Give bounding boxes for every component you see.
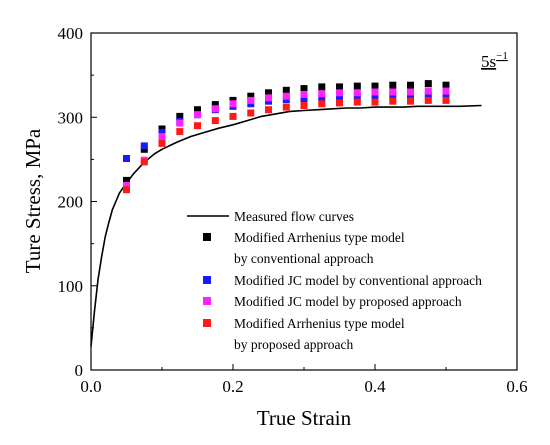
series-1-point: [424, 91, 432, 99]
series-3-point: [247, 109, 255, 117]
series-0-point: [282, 86, 290, 94]
y-tick-label: 400: [58, 24, 84, 43]
points-layer: [123, 80, 450, 194]
series-3-point: [318, 100, 326, 108]
y-tick-label: 300: [58, 108, 84, 127]
series-1-point: [442, 91, 450, 99]
x-axis-title: True Strain: [257, 406, 352, 430]
series-3-point: [265, 106, 272, 114]
measured-flow-curve: [90, 104, 482, 347]
legend-label-jc-proposed: Modified JC model by proposed approach: [234, 294, 462, 309]
series-2-point: [158, 133, 166, 141]
series-1-point: [123, 155, 130, 162]
legend: Measured flow curves Modified Arrhenius …: [187, 209, 482, 352]
series-2-point: [247, 96, 255, 104]
series-0-point: [211, 101, 219, 109]
series-0-point: [424, 80, 432, 88]
series-0-point: [389, 81, 397, 89]
series-1-point: [336, 93, 343, 101]
series-2-point: [318, 90, 326, 98]
series-0-point: [247, 92, 255, 100]
x-tick-label: 0.0: [80, 377, 101, 396]
series-2-point: [123, 182, 130, 189]
ticks-layer: 0.0 0.2 0.4 0.6 0 100 200 300 400: [58, 24, 528, 396]
y-tick-label: 200: [58, 193, 84, 212]
series-3-point: [300, 102, 308, 109]
series-0-point: [407, 81, 414, 89]
series-2-point: [211, 105, 219, 113]
series-2-point: [353, 89, 361, 97]
series-0-point: [265, 89, 272, 97]
strain-rate-base: 5s: [481, 52, 496, 71]
series-3-point: [158, 139, 166, 147]
legend-marker-arrhenius-conventional: [203, 233, 211, 241]
series-1-point: [158, 128, 166, 136]
legend-label-jc-conventional: Modified JC model by conventional approa…: [234, 273, 482, 288]
legend-label-measured: Measured flow curves: [234, 209, 354, 224]
series-3-point: [353, 98, 361, 106]
series-3-point: [194, 122, 201, 130]
x-tick-label: 0.6: [506, 377, 527, 396]
series-2-point: [282, 92, 290, 100]
series-3-point: [229, 112, 237, 120]
series-3-point: [282, 103, 290, 111]
series-3-point: [371, 98, 379, 106]
legend-label-arrhenius-conventional: Modified Arrhenius type model: [234, 230, 405, 245]
x-tick-label: 0.4: [364, 377, 386, 396]
series-0-point: [353, 82, 361, 90]
strain-rate-annotation: 5s−1: [481, 50, 508, 71]
strain-rate-exponent: −1: [496, 50, 508, 62]
y-tick-label: 0: [75, 361, 84, 380]
legend-marker-arrhenius-proposed: [203, 319, 211, 327]
series-2-point: [442, 87, 450, 95]
legend-marker-jc-conventional: [203, 276, 211, 284]
series-1-point: [318, 94, 326, 102]
series-0-point: [442, 81, 450, 89]
series-3-point: [424, 96, 432, 104]
series-3-point: [211, 117, 219, 125]
series-3-point: [176, 128, 184, 136]
series-3-point: [407, 97, 414, 105]
legend-label-arrhenius-conventional-line2: by conventional approach: [234, 251, 374, 266]
y-axis-title: Ture Stress, MPa: [21, 128, 45, 273]
series-2-point: [389, 88, 397, 96]
series-3-point: [389, 97, 397, 105]
series-0-point: [176, 112, 184, 120]
curve-layer: [90, 104, 482, 347]
series-3-point: [140, 158, 148, 166]
legend-label-arrhenius-proposed-line2: by proposed approach: [234, 337, 353, 352]
series-0-point: [336, 83, 343, 91]
series-3-point: [336, 99, 343, 107]
series-2-point: [194, 111, 201, 119]
series-2-point: [176, 119, 184, 127]
series-2-point: [300, 91, 308, 98]
series-2-point: [336, 89, 343, 97]
series-2-point: [371, 88, 379, 96]
series-0-point: [123, 176, 130, 184]
series-0-point: [318, 83, 326, 91]
x-tick-label: 0.2: [222, 377, 243, 396]
series-2-point: [229, 100, 237, 108]
series-1-point: [371, 92, 379, 100]
legend-label-arrhenius-proposed: Modified Arrhenius type model: [234, 316, 405, 331]
series-2-point: [424, 87, 432, 95]
series-1-point: [140, 142, 148, 150]
series-2-point: [265, 94, 272, 102]
series-0-point: [371, 82, 379, 90]
series-2-point: [407, 88, 414, 96]
series-3-point: [123, 186, 130, 194]
series-0-point: [194, 106, 201, 114]
series-0-point: [300, 85, 308, 93]
legend-marker-jc-proposed: [203, 297, 211, 305]
series-1-point: [300, 95, 308, 103]
series-3-point: [442, 96, 450, 104]
y-tick-label: 100: [58, 277, 84, 296]
